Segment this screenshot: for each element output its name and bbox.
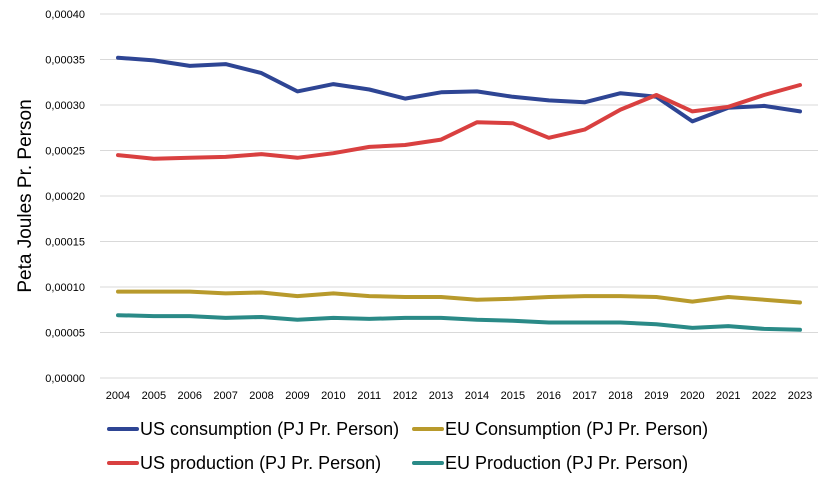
x-tick-label: 2013 xyxy=(429,390,453,402)
x-tick-label: 2021 xyxy=(716,390,740,402)
y-tick-label: 0,00020 xyxy=(45,191,85,203)
x-tick-label: 2007 xyxy=(213,390,237,402)
x-tick-label: 2014 xyxy=(465,390,489,402)
y-tick-label: 0,00000 xyxy=(45,373,85,385)
x-tick-label: 2010 xyxy=(321,390,345,402)
x-tick-label: 2015 xyxy=(501,390,525,402)
x-tick-label: 2008 xyxy=(249,390,273,402)
x-axis-tick-labels: 2004 2005 2006 2007 2008 2009 2010 2011 2012 2013… xyxy=(106,390,813,402)
series-layer xyxy=(116,55,802,332)
series-line-3 xyxy=(116,83,802,161)
x-tick-label: 2011 xyxy=(357,390,381,402)
y-tick-label: 0,00005 xyxy=(45,328,85,340)
legend: US consumption (PJ Pr. Person) EU Consump… xyxy=(107,419,708,473)
x-tick-label: 2020 xyxy=(680,390,704,402)
grid-layer xyxy=(100,13,818,379)
legend-label: EU Production (PJ Pr. Person) xyxy=(445,453,688,473)
x-tick-label: 2017 xyxy=(572,390,596,402)
x-tick-label: 2022 xyxy=(752,390,776,402)
y-tick-label: 0,00035 xyxy=(45,55,85,67)
y-tick-label: 0,00015 xyxy=(45,237,85,249)
x-tick-label: 2006 xyxy=(178,390,202,402)
x-tick-label: 2023 xyxy=(788,390,812,402)
series-line-2 xyxy=(116,289,802,305)
y-axis-label: Peta Joules Pr. Person xyxy=(15,99,36,292)
x-tick-label: 2005 xyxy=(142,390,166,402)
x-tick-label: 2019 xyxy=(644,390,668,402)
x-tick-label: 2018 xyxy=(608,390,632,402)
series-line-4 xyxy=(116,313,802,332)
x-tick-label: 2012 xyxy=(393,390,417,402)
y-axis-tick-labels: 0,00000 0,00005 0,00010 0,00015 0,00020 0,000… xyxy=(45,9,85,385)
y-tick-label: 0,00025 xyxy=(45,146,85,158)
y-tick-label: 0,00010 xyxy=(45,282,85,294)
y-tick-label: 0,00040 xyxy=(45,9,85,21)
legend-label: US consumption (PJ Pr. Person) xyxy=(140,419,399,439)
legend-label: EU Consumption (PJ Pr. Person) xyxy=(445,419,708,439)
y-tick-label: 0,00030 xyxy=(45,100,85,112)
series-line-1 xyxy=(116,55,802,124)
legend-label: US production (PJ Pr. Person) xyxy=(140,453,381,473)
x-tick-label: 2016 xyxy=(537,390,561,402)
x-tick-label: 2009 xyxy=(285,390,309,402)
x-tick-label: 2004 xyxy=(106,390,130,402)
